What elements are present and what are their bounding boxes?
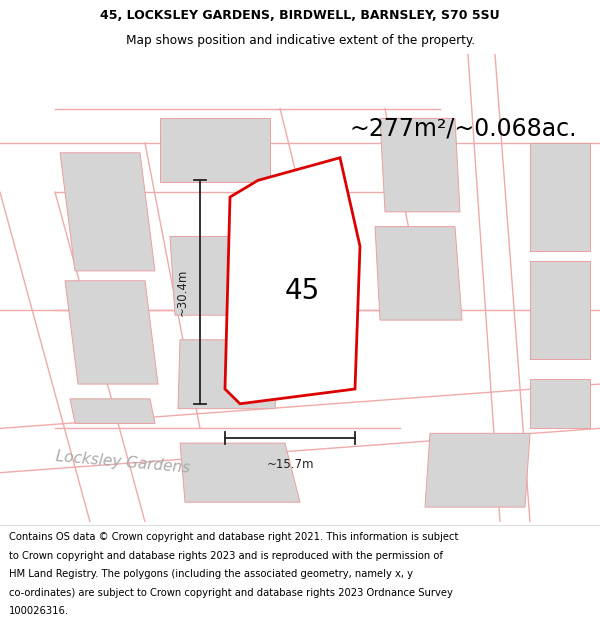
Polygon shape bbox=[225, 158, 360, 404]
Polygon shape bbox=[530, 143, 590, 251]
Text: to Crown copyright and database rights 2023 and is reproduced with the permissio: to Crown copyright and database rights 2… bbox=[9, 551, 443, 561]
Polygon shape bbox=[178, 340, 280, 409]
Text: co-ordinates) are subject to Crown copyright and database rights 2023 Ordnance S: co-ordinates) are subject to Crown copyr… bbox=[9, 588, 453, 598]
Text: ~30.4m: ~30.4m bbox=[176, 268, 188, 316]
Text: ~15.7m: ~15.7m bbox=[266, 458, 314, 471]
Polygon shape bbox=[530, 261, 590, 359]
Polygon shape bbox=[65, 281, 158, 384]
Polygon shape bbox=[380, 118, 460, 212]
Text: Contains OS data © Crown copyright and database right 2021. This information is : Contains OS data © Crown copyright and d… bbox=[9, 532, 458, 542]
Polygon shape bbox=[60, 152, 155, 271]
Polygon shape bbox=[180, 443, 300, 503]
Polygon shape bbox=[160, 118, 270, 182]
Text: 100026316.: 100026316. bbox=[9, 606, 69, 616]
Text: Locksley Gardens: Locksley Gardens bbox=[55, 449, 191, 476]
Polygon shape bbox=[170, 236, 275, 315]
Polygon shape bbox=[70, 399, 155, 424]
Polygon shape bbox=[530, 379, 590, 428]
Text: ~277m²/~0.068ac.: ~277m²/~0.068ac. bbox=[350, 116, 577, 140]
Text: 45, LOCKSLEY GARDENS, BIRDWELL, BARNSLEY, S70 5SU: 45, LOCKSLEY GARDENS, BIRDWELL, BARNSLEY… bbox=[100, 9, 500, 22]
Text: 45: 45 bbox=[284, 277, 320, 304]
Text: Map shows position and indicative extent of the property.: Map shows position and indicative extent… bbox=[125, 34, 475, 48]
Text: HM Land Registry. The polygons (including the associated geometry, namely x, y: HM Land Registry. The polygons (includin… bbox=[9, 569, 413, 579]
Polygon shape bbox=[375, 227, 462, 320]
Polygon shape bbox=[425, 433, 530, 507]
